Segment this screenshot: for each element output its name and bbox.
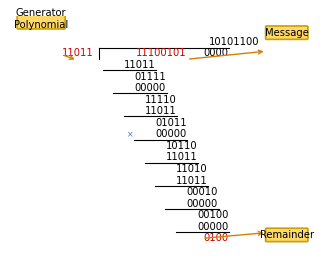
Text: 00100: 00100: [197, 210, 228, 220]
Text: 00010: 00010: [187, 187, 218, 197]
Text: 10101100: 10101100: [209, 37, 260, 47]
Text: 11011: 11011: [145, 106, 176, 116]
Text: 01111: 01111: [134, 72, 166, 81]
Text: 11011: 11011: [61, 48, 93, 58]
Text: 11010: 11010: [176, 164, 208, 174]
Text: ×: ×: [127, 130, 134, 139]
Text: 0000: 0000: [203, 48, 228, 58]
Text: 00000: 00000: [156, 129, 187, 139]
Text: 00000: 00000: [197, 222, 228, 232]
Text: Remainder: Remainder: [260, 230, 314, 240]
Text: 10110: 10110: [165, 141, 197, 151]
Text: 00000: 00000: [135, 83, 166, 93]
Text: 0100: 0100: [203, 234, 228, 244]
Text: 01011: 01011: [155, 118, 187, 128]
FancyBboxPatch shape: [17, 9, 65, 29]
Text: 11011: 11011: [165, 153, 197, 163]
FancyBboxPatch shape: [266, 26, 308, 39]
Text: 11011: 11011: [176, 176, 208, 186]
Text: 11100101: 11100101: [136, 48, 187, 58]
Text: 11011: 11011: [124, 60, 156, 70]
Text: Generator
Polynomial: Generator Polynomial: [14, 8, 68, 29]
Text: 11110: 11110: [145, 95, 176, 105]
Text: Message: Message: [265, 28, 309, 38]
Text: 00000: 00000: [187, 199, 218, 209]
FancyBboxPatch shape: [266, 228, 308, 242]
